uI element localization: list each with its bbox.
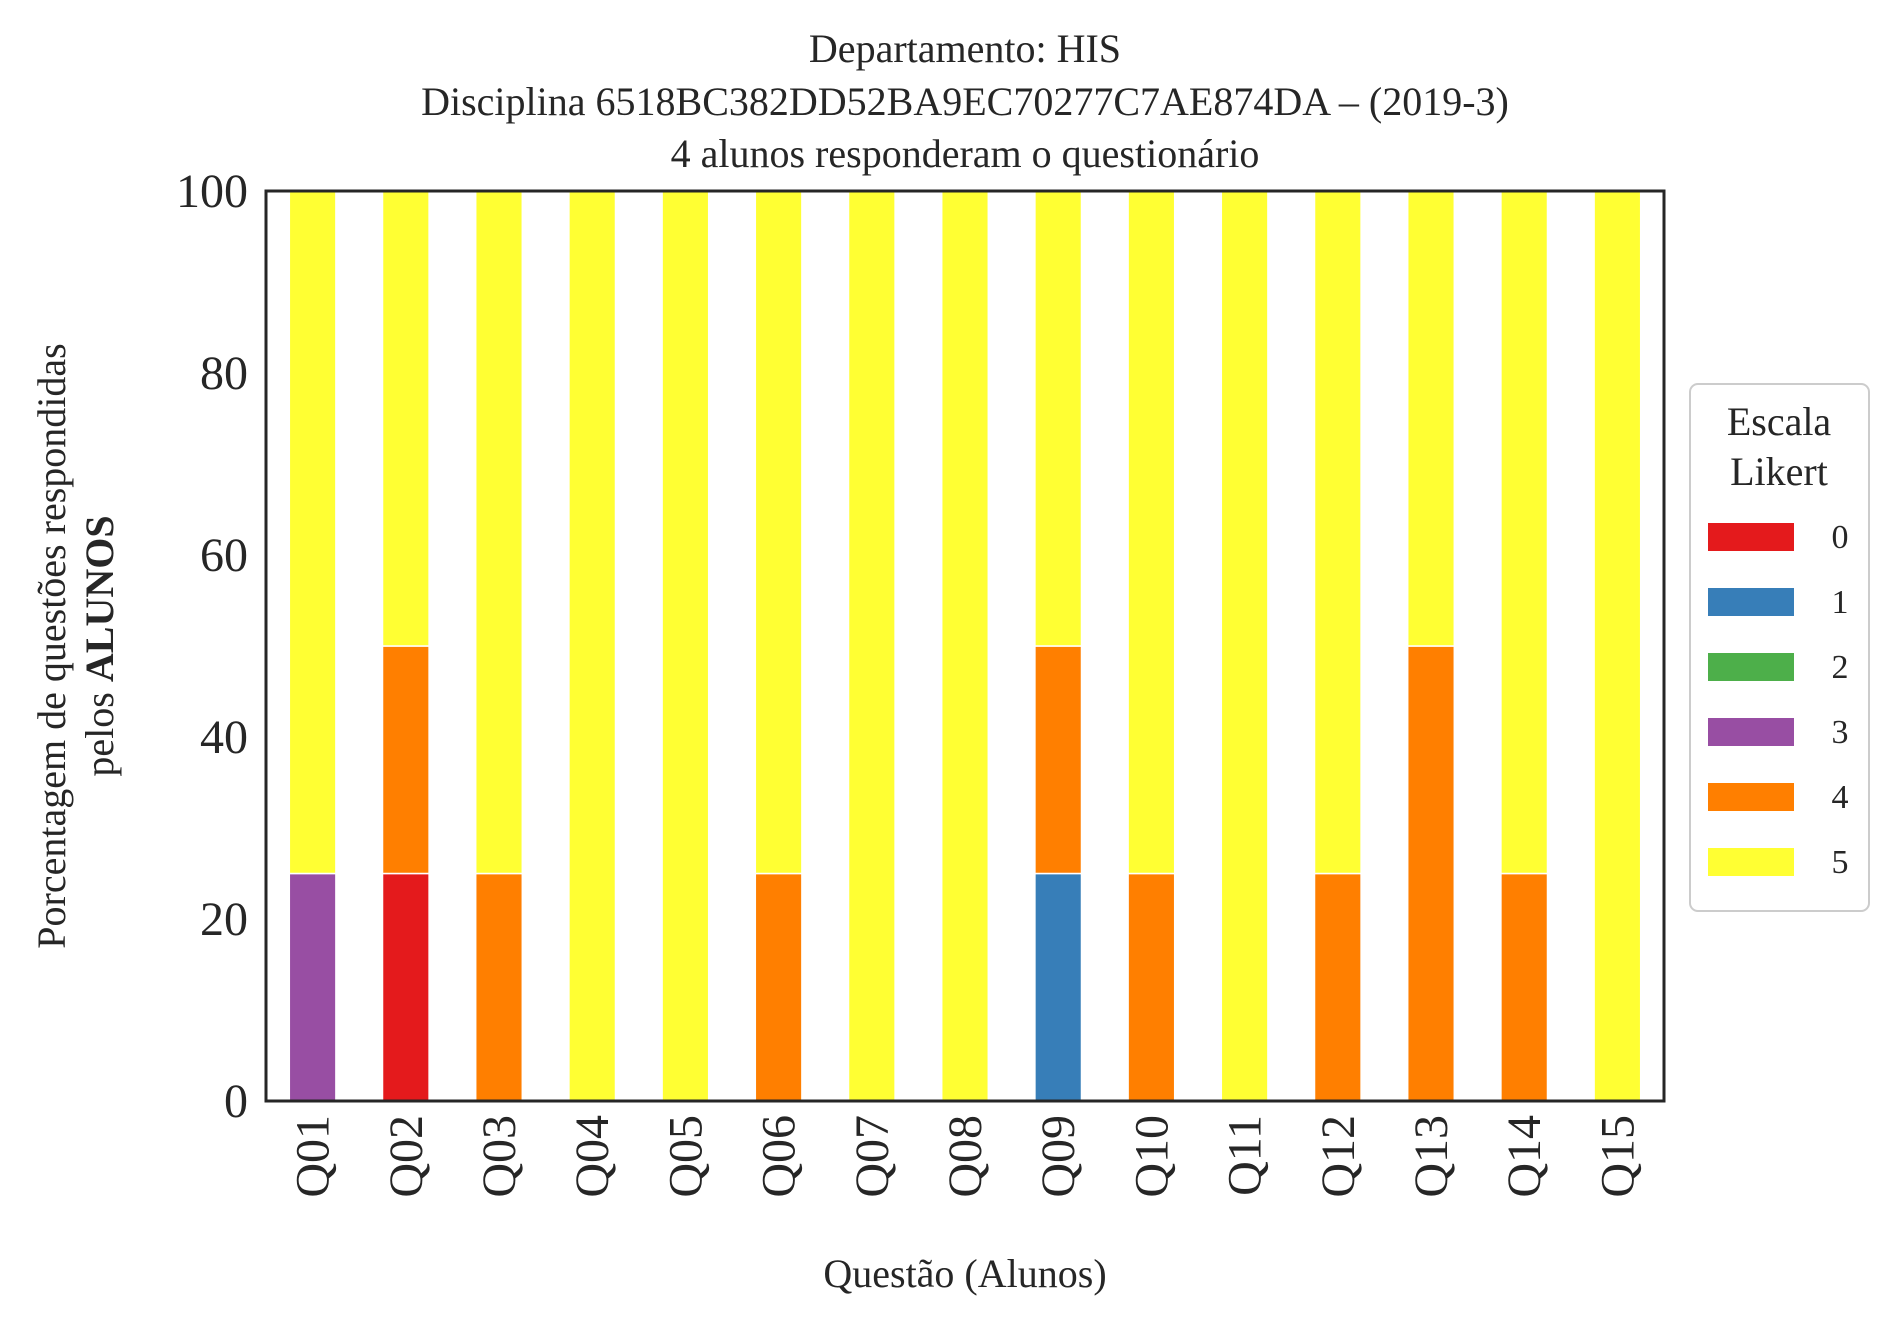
x-tick-label: Q13	[1405, 1115, 1458, 1198]
x-tick-label: Q02	[380, 1115, 433, 1198]
x-tick-label: Q12	[1312, 1115, 1365, 1198]
y-axis-label: Porcentagem de questões respondidas pelo…	[29, 343, 122, 948]
y-axis-label-bold: ALUNOS	[77, 515, 122, 682]
y-tick-label: 0	[224, 1075, 248, 1128]
legend-title-line-1: Escala	[1727, 399, 1832, 444]
legend-label-5: 5	[1832, 844, 1849, 881]
x-tick-label: Q01	[287, 1115, 340, 1198]
legend-box	[1689, 383, 1870, 912]
bar-q04-likert-5	[568, 190, 617, 1102]
x-axis-ticks: Q01 Q02 Q03 Q04 Q05 Q06 Q07 Q08 Q09 Q10 Q11 Q12 Q13 Q…	[287, 1115, 1645, 1198]
bar-q09-likert-4	[1034, 645, 1083, 875]
bar-q10-likert-4	[1127, 872, 1176, 1102]
x-tick-label: Q08	[939, 1115, 992, 1198]
y-axis-label-prefix: pelos	[77, 682, 122, 776]
x-tick-label: Q15	[1591, 1115, 1644, 1198]
x-tick-label: Q11	[1219, 1115, 1272, 1196]
chart-title-line-2: Disciplina 6518BC382DD52BA9EC70277C7AE87…	[421, 79, 1509, 124]
bar-q02-likert-4	[381, 645, 430, 875]
bar-q06-likert-5	[754, 190, 803, 875]
bar-q08-likert-5	[940, 190, 990, 1102]
legend-swatch-0	[1708, 523, 1794, 551]
bar-q01-likert-3	[288, 872, 337, 1102]
bars-layer	[288, 190, 1642, 1102]
legend-swatch-5	[1708, 848, 1794, 876]
x-tick-label: Q06	[753, 1115, 806, 1198]
legend-swatch-4	[1708, 783, 1794, 811]
legend-items: 0 1 2 3 4 5	[1708, 519, 1849, 881]
chart-title-line-1: Departamento: HIS	[809, 26, 1121, 71]
bar-q05-likert-5	[661, 190, 710, 1102]
bar-q14-likert-4	[1500, 872, 1549, 1102]
x-tick-label: Q03	[473, 1115, 526, 1198]
y-tick-label: 60	[200, 529, 248, 582]
x-tick-label: Q10	[1125, 1115, 1178, 1198]
bar-q14-likert-5	[1500, 190, 1549, 875]
y-tick-label: 80	[200, 347, 248, 400]
bar-q09-likert-1	[1034, 872, 1083, 1102]
legend-title-line-2: Likert	[1730, 449, 1828, 494]
legend-label-3: 3	[1832, 714, 1849, 751]
legend-label-1: 1	[1832, 584, 1849, 621]
bar-q10-likert-5	[1127, 190, 1176, 875]
bar-q13-likert-5	[1406, 190, 1456, 647]
bar-q03-likert-5	[474, 190, 524, 875]
y-tick-label: 40	[200, 711, 248, 764]
bar-q06-likert-4	[754, 872, 803, 1102]
legend-label-0: 0	[1832, 519, 1849, 556]
bar-q03-likert-4	[474, 872, 524, 1102]
legend: Escala Likert 0 1 2 3 4 5	[1689, 383, 1870, 912]
bar-q02-likert-0	[381, 872, 430, 1102]
bar-q12-likert-5	[1313, 190, 1362, 875]
bar-q13-likert-4	[1406, 645, 1456, 1102]
x-tick-label: Q05	[659, 1115, 712, 1198]
chart-title: Departamento: HIS Disciplina 6518BC382DD…	[421, 26, 1509, 176]
bar-q15-likert-5	[1593, 190, 1642, 1102]
y-axis-label-line-1: Porcentagem de questões respondidas	[29, 343, 74, 948]
x-tick-label: Q14	[1498, 1115, 1551, 1198]
plot-frame	[264, 189, 1666, 1103]
bar-q11-likert-5	[1220, 190, 1269, 1102]
legend-label-4: 4	[1832, 779, 1849, 816]
y-tick-label: 20	[200, 893, 248, 946]
bar-q02-likert-5	[381, 190, 430, 647]
legend-swatch-3	[1708, 718, 1794, 746]
legend-swatch-2	[1708, 653, 1794, 681]
chart-title-line-3: 4 alunos responderam o questionário	[671, 131, 1260, 176]
bar-q09-likert-5	[1034, 190, 1083, 647]
legend-label-2: 2	[1832, 649, 1849, 686]
bar-q01-likert-5	[288, 190, 337, 875]
y-axis-ticks: 0 20 40 60 80 100	[176, 165, 248, 1128]
legend-swatch-1	[1708, 588, 1794, 616]
bar-q07-likert-5	[847, 190, 896, 1102]
x-axis-label: Questão (Alunos)	[823, 1251, 1106, 1296]
x-tick-label: Q07	[846, 1115, 899, 1198]
x-tick-label: Q04	[566, 1115, 619, 1198]
x-tick-label: Q09	[1032, 1115, 1085, 1198]
y-axis-label-line-2: pelos ALUNOS	[77, 515, 122, 776]
bar-q12-likert-4	[1313, 872, 1362, 1102]
y-tick-label: 100	[176, 165, 248, 218]
